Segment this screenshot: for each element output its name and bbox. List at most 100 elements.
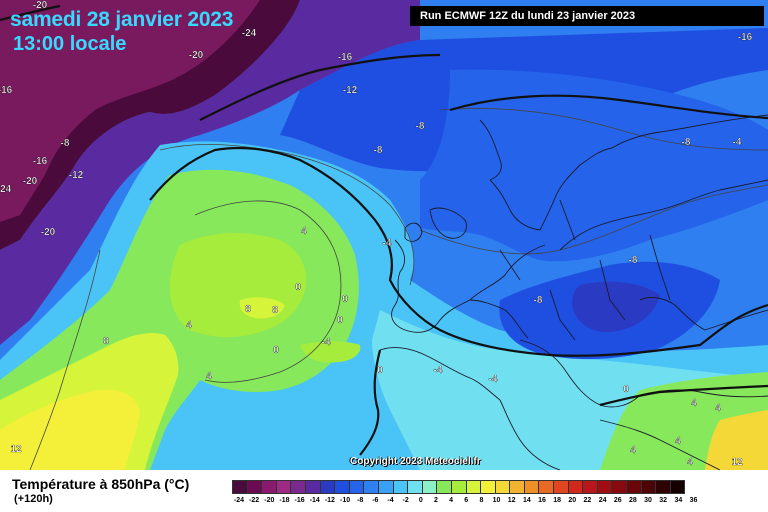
isotherm-value-label: -8 — [682, 137, 691, 148]
legend-tick-label: -18 — [279, 497, 290, 504]
legend-tick-label: 8 — [479, 497, 484, 504]
zone-europe-dark-core — [572, 281, 660, 333]
isotherm-value-label: 0 — [337, 315, 343, 326]
isotherm-value-label: -8 — [61, 138, 70, 149]
isotherm-value-label: -4 — [489, 374, 498, 385]
copyright-notice: Copyright 2023 Meteociel.fr — [350, 456, 481, 467]
legend-tick-label: 20 — [568, 497, 577, 504]
legend-swatch — [596, 480, 613, 494]
legend-swatch — [640, 480, 657, 494]
isotherm-value-label: 0 — [377, 365, 383, 376]
legend-tick-label: -14 — [309, 497, 320, 504]
legend-swatch — [450, 480, 467, 494]
legend-tick-label: -10 — [339, 497, 351, 504]
legend-tick-label: 34 — [674, 497, 683, 504]
legend-swatch — [246, 480, 263, 494]
legend-swatch — [669, 480, 686, 494]
legend-tick-label: -24 — [233, 497, 245, 504]
isotherm-value-label: 4 — [186, 320, 192, 331]
isotherm-value-label: -4 — [434, 365, 443, 376]
isotherm-value-label: -24 — [242, 28, 257, 39]
legend-swatch — [494, 480, 511, 494]
legend-swatch — [523, 480, 540, 494]
isotherm-value-label: -4 — [322, 337, 331, 348]
zone-yellow — [0, 389, 140, 470]
isotherm-value-label: -20 — [189, 50, 204, 61]
isotherm-value-label: -20 — [41, 227, 56, 238]
isotherm-value-label: 0 — [295, 282, 301, 293]
isotherm-value-label: -12 — [343, 85, 358, 96]
isotherm-value-label: -16 — [0, 85, 13, 96]
legend-swatch — [290, 480, 306, 494]
legend-tick-label: -20 — [264, 497, 275, 504]
legend-swatch — [392, 480, 409, 494]
legend-swatch — [465, 480, 482, 494]
isotherm-value-label: 0 — [342, 294, 348, 305]
isotherm-value-label: 4 — [301, 226, 307, 237]
isotherm-value-label: 4 — [675, 436, 681, 447]
isotherm-value-label: -24 — [0, 184, 12, 195]
isotherm-value-label: 12 — [731, 457, 743, 468]
legend-swatch — [232, 480, 248, 494]
legend-tick-label: -12 — [324, 497, 335, 504]
isotherm-value-label: 4 — [206, 371, 212, 382]
legend-tick-label: 14 — [522, 497, 531, 504]
isotherm-value-label: 4 — [630, 445, 636, 456]
legend-swatch — [582, 480, 598, 494]
isotherm-value-label: -4 — [733, 137, 742, 148]
bold-contour — [0, 4, 61, 22]
isotherm-line — [29, 249, 101, 470]
isotherm-value-label: -16 — [738, 32, 753, 43]
legend-swatch — [655, 480, 671, 494]
isotherm-value-label: -8 — [416, 121, 425, 132]
legend-tick-label: 28 — [628, 497, 637, 504]
legend-swatch — [377, 480, 394, 494]
legend-swatch — [348, 480, 365, 494]
isotherm-line — [159, 143, 415, 286]
legend-swatch — [567, 480, 584, 494]
legend-tick-label: 26 — [613, 497, 622, 504]
bold-contour — [149, 146, 768, 357]
legend-swatch — [480, 480, 496, 494]
bold-contour — [199, 53, 441, 121]
bold-contour — [599, 384, 768, 407]
legend-swatch — [436, 480, 452, 494]
isotherm-line — [419, 184, 768, 255]
isotherm-value-label: -8 — [534, 295, 543, 306]
legend-tick-label: 10 — [492, 497, 501, 504]
legend-footer: Température à 850hPa (°C) (+120h) -24 -22… — [0, 470, 768, 512]
legend-swatch — [611, 480, 628, 494]
isotherm-value-label: 8 — [272, 305, 278, 316]
isotherm-value-label: -8 — [374, 145, 383, 156]
isotherm-value-label: 4 — [687, 457, 693, 468]
legend-swatch — [407, 480, 423, 494]
legend-swatch — [275, 480, 292, 494]
isotherm-value-label: 8 — [245, 304, 251, 315]
legend-swatch — [319, 480, 336, 494]
cold-zone-purple — [0, 0, 260, 222]
legend-tick-label: 22 — [583, 497, 592, 504]
isotherm-value-label: -4 — [383, 238, 392, 249]
field-title: Température à 850hPa (°C) — [12, 476, 190, 492]
legend-tick-label: 16 — [538, 497, 546, 504]
isotherm-value-label: 0 — [273, 345, 279, 356]
legend-tick-label: -4 — [387, 497, 394, 504]
legend-tick-label: 12 — [507, 497, 516, 504]
bold-contour — [449, 94, 768, 120]
legend-swatch — [421, 480, 438, 494]
legend-tick-label: -16 — [294, 497, 305, 504]
legend-tick-label: 18 — [553, 497, 562, 504]
model-run-info: Run ECMWF 12Z du lundi 23 janvier 2023 — [410, 6, 764, 26]
isotherm-value-label: -12 — [69, 170, 84, 181]
isotherm-value-label: 8 — [103, 336, 109, 347]
legend-swatch — [626, 480, 642, 494]
legend-tick-label: 6 — [464, 497, 469, 504]
legend-tick-label: 36 — [689, 497, 698, 504]
legend-tick-label: -2 — [402, 497, 409, 504]
legend-swatch — [261, 480, 277, 494]
temperature-map: -20 -24 -20 -16 -12 -16 -16 -8 -16 -20 -12 -24 -20 -8… — [0, 0, 768, 470]
legend-tick-label: -22 — [249, 497, 260, 504]
legend-tick-label: -8 — [357, 497, 364, 504]
isotherm-labels: -20 -24 -20 -16 -12 -16 -16 -8 -16 -20 -12 -24 -20 -8… — [0, 0, 753, 468]
